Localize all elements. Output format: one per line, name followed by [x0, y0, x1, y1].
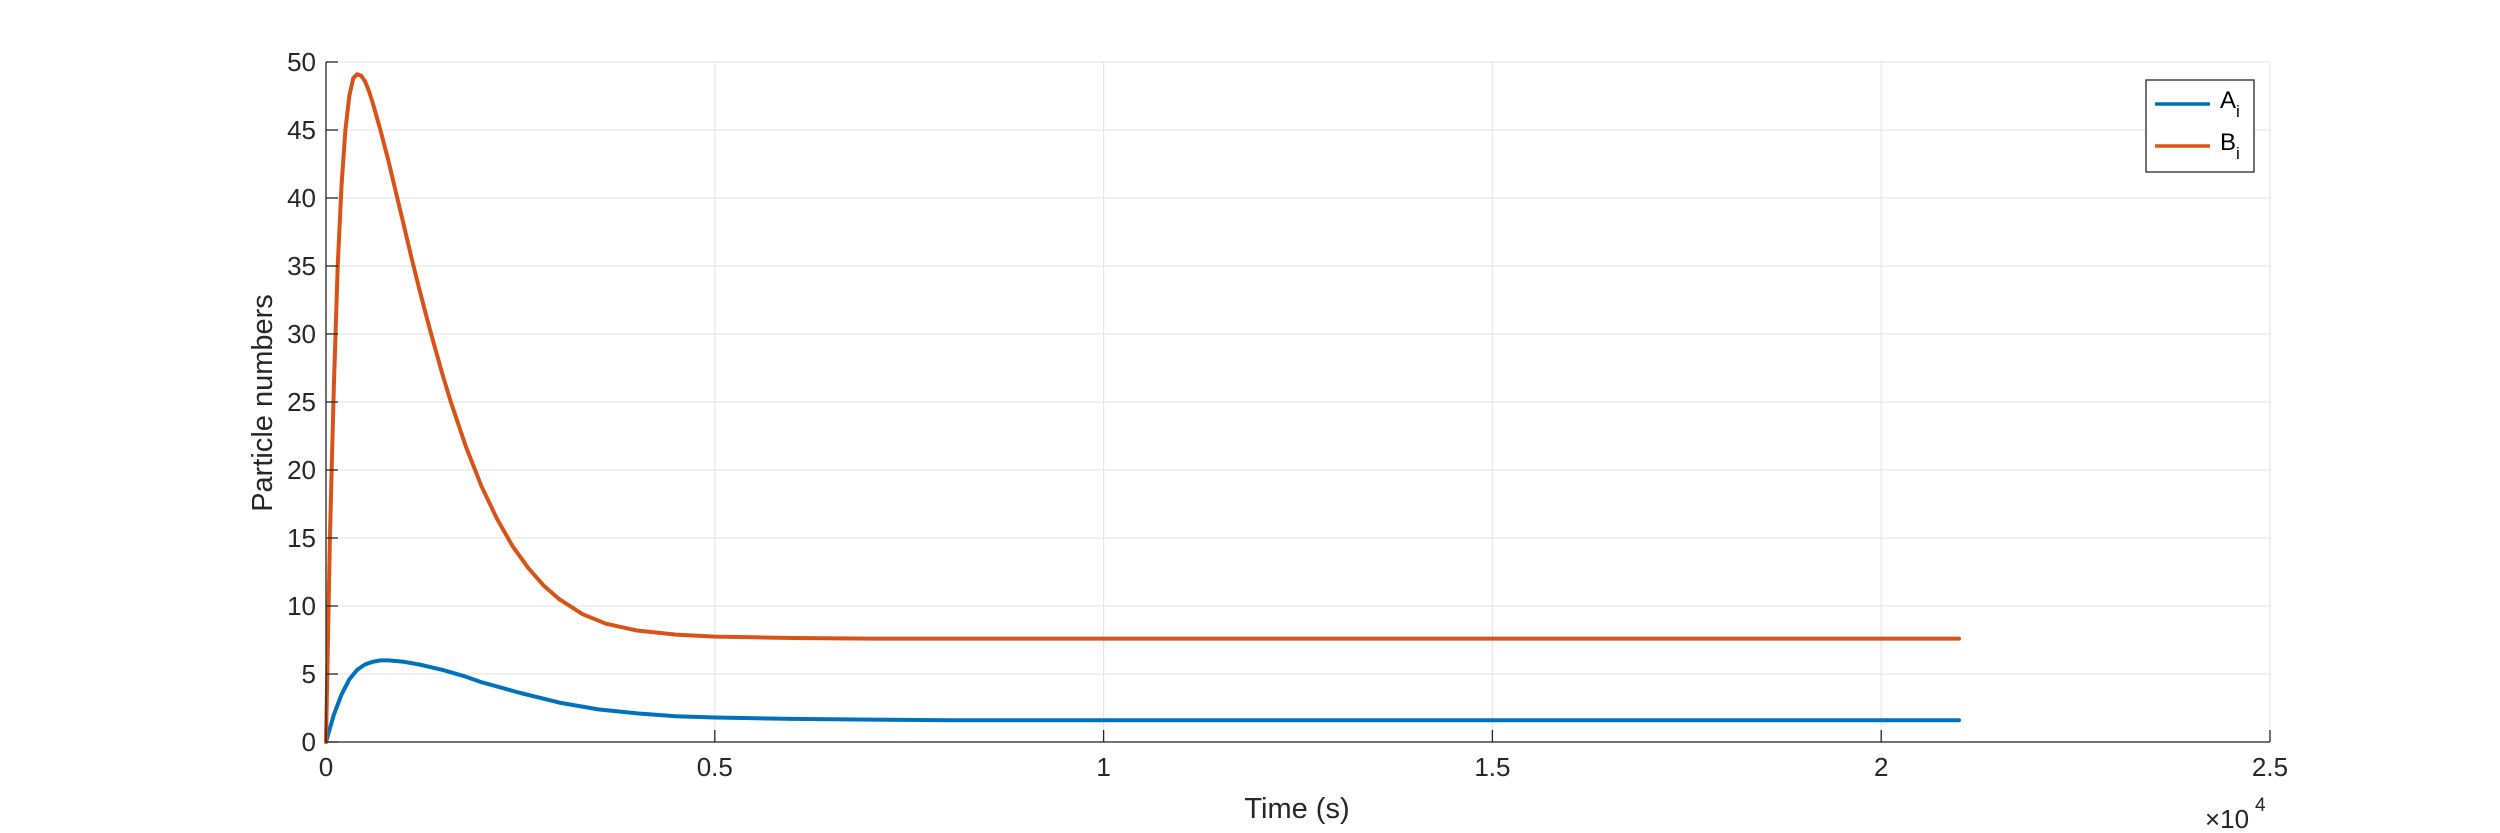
y-tick-label-7: 35	[287, 251, 316, 281]
x-axis-label: Time (s)	[1244, 793, 1349, 825]
x-exponent-base: ×10	[2205, 804, 2249, 833]
y-tick-label-10: 50	[287, 47, 316, 77]
legend-entry-a: Ai	[2220, 87, 2240, 121]
y-tick-label-6: 30	[287, 319, 316, 349]
y-tick-label-2: 10	[287, 591, 316, 621]
legend-box	[2145, 79, 2255, 173]
x-exponent-power: 4	[2255, 795, 2266, 816]
y-tick-label-9: 45	[287, 115, 316, 145]
x-tick-label-1: 0.5	[697, 752, 733, 782]
x-tick-label-2: 1	[1096, 752, 1110, 782]
x-tick-label-4: 2	[1874, 752, 1888, 782]
series-line-b	[324, 72, 1961, 744]
y-tick-label-3: 15	[287, 523, 316, 553]
x-axis-tick-labels: 0 0.5 1 1.5 2 2.5	[319, 752, 2288, 782]
grid-lines	[325, 61, 2271, 743]
axes	[325, 61, 2271, 743]
x-tick-label-0: 0	[319, 752, 333, 782]
x-tick-label-5: 2.5	[2252, 752, 2288, 782]
x-axis-exponent: ×10 4	[2205, 795, 2266, 833]
y-tick-label-4: 20	[287, 455, 316, 485]
series-line-a	[324, 658, 1961, 744]
y-axis-label: Particle numbers	[247, 294, 279, 512]
y-tick-label-1: 5	[302, 659, 316, 689]
x-tick-label-3: 1.5	[1474, 752, 1510, 782]
y-tick-label-0: 0	[302, 727, 316, 757]
y-axis-tick-labels: 0 5 10 15 20 25 30 35 40 45 50	[287, 47, 316, 757]
legend-entry-b: Bi	[2220, 129, 2240, 163]
y-tick-label-8: 40	[287, 183, 316, 213]
y-tick-label-5: 25	[287, 387, 316, 417]
legend: Ai Bi	[2145, 79, 2255, 173]
data-series	[324, 72, 1961, 744]
